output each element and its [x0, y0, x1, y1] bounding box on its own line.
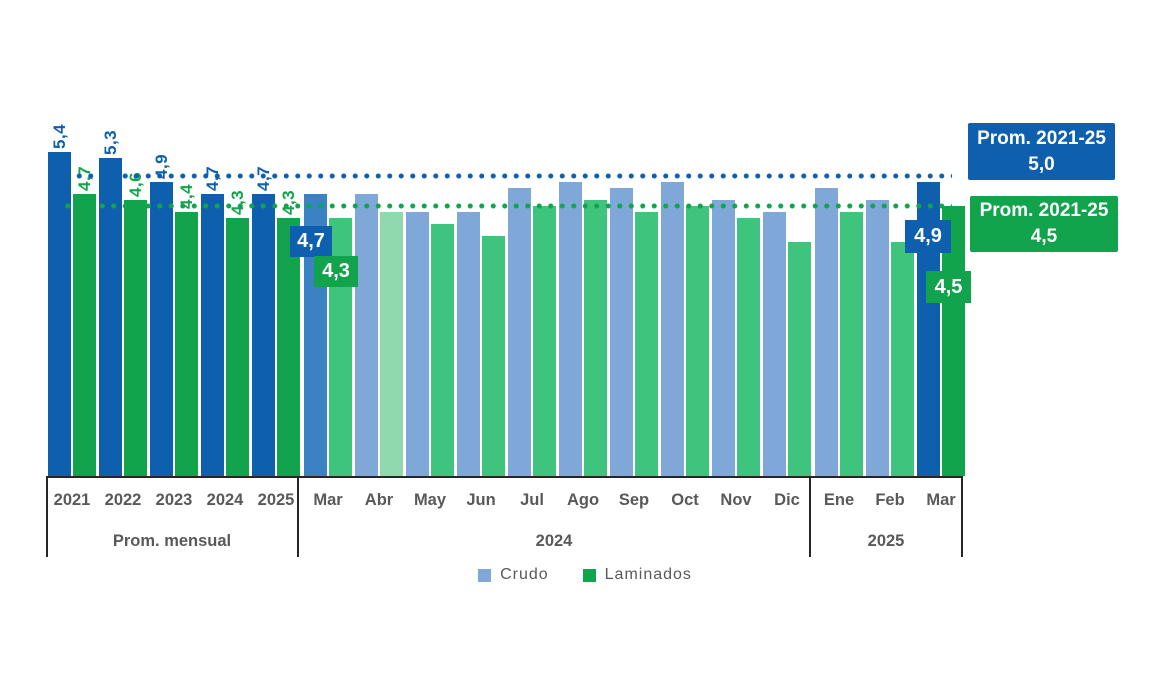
average-box-laminados: Prom. 2021-25 4,5: [970, 196, 1118, 252]
bar-laminados-sep-2024: [635, 212, 658, 476]
legend-label-laminados: Laminados: [604, 566, 692, 583]
bar-laminados-jun-2024: [482, 236, 505, 476]
bar-crudo-abr-2024: [355, 194, 378, 476]
callout-laminados-mar-2024: 4,3: [314, 256, 358, 287]
axis-label-2023-prom-mensual: 2023: [155, 491, 193, 509]
axis-label-nov-2024: Nov: [720, 491, 752, 509]
x-axis-line: [46, 476, 963, 478]
bar-crudo-sep-2024: [610, 188, 633, 476]
axis-label-mar-2025: Mar: [926, 491, 956, 509]
axis-separator: [46, 476, 48, 557]
legend-label-crudo: Crudo: [500, 566, 549, 583]
bar-laminados-ene-2025: [840, 212, 863, 476]
bar-value-label-crudo-2024-prom-mensual: 4,7: [202, 145, 224, 191]
axis-label-2022-prom-mensual: 2022: [104, 491, 142, 509]
bar-crudo-may-2024: [406, 212, 429, 476]
group-label-2025: 2025: [867, 532, 905, 550]
bar-crudo-2024-prom-mensual: [201, 194, 224, 476]
axis-label-ago-2024: Ago: [566, 491, 600, 509]
callout-crudo-mar-2025: 4,9: [905, 220, 951, 253]
bar-crudo-jun-2024: [457, 212, 480, 476]
bar-laminados-dic-2024: [788, 242, 811, 476]
axis-label-2025-prom-mensual: 2025: [257, 491, 295, 509]
axis-separator: [961, 476, 963, 557]
average-box-crudo-value: 5,0: [1028, 153, 1055, 175]
axis-label-may-2024: May: [413, 491, 447, 509]
axis-label-mar-2024: Mar: [313, 491, 343, 509]
bar-crudo-oct-2024: [661, 182, 684, 476]
bar-crudo-ene-2025: [815, 188, 838, 476]
axis-label-ene-2025: Ene: [823, 491, 855, 509]
axis-label-jul-2024: Jul: [520, 491, 544, 509]
bar-crudo-2025-prom-mensual: [252, 194, 275, 476]
bar-crudo-nov-2024: [712, 200, 735, 476]
axis-label-abr-2024: Abr: [364, 491, 394, 509]
bar-laminados-2023-prom-mensual: [175, 212, 198, 476]
average-box-crudo-label: Prom. 2021-25: [977, 127, 1106, 149]
callout-crudo-mar-2024: 4,7: [290, 226, 332, 257]
bar-value-label-crudo-2022-prom-mensual: 5,3: [101, 129, 120, 155]
bar-crudo-2021-prom-mensual: [48, 152, 71, 476]
axis-separator: [297, 476, 299, 557]
axis-separator: [809, 476, 811, 557]
average-box-crudo: Prom. 2021-25 5,0: [968, 123, 1115, 180]
group-label-2024: 2024: [535, 532, 573, 550]
average-box-laminados-value: 4,5: [1030, 226, 1058, 247]
bar-crudo-2022-prom-mensual: [99, 158, 122, 476]
callout-laminados-mar-2025: 4,5: [926, 271, 971, 303]
bar-laminados-2025-prom-mensual: [277, 218, 300, 476]
bar-laminados-jul-2024: [533, 206, 556, 476]
axis-label-jun-2024: Jun: [466, 491, 496, 509]
legend-item-crudo: Crudo: [478, 566, 549, 584]
bar-crudo-jul-2024: [508, 188, 531, 476]
legend-item-laminados: Laminados: [582, 566, 692, 584]
bar-laminados-2021-prom-mensual: [73, 194, 96, 476]
average-box-laminados-label: Prom. 2021-25: [979, 200, 1109, 221]
bar-laminados-2024-prom-mensual: [226, 218, 249, 476]
bar-crudo-feb-2025: [866, 200, 889, 476]
bar-crudo-dic-2024: [763, 212, 786, 476]
bar-value-label-crudo-2025-prom-mensual: 4,7: [253, 145, 275, 191]
laminados-swatch-icon: [582, 568, 596, 582]
bar-laminados-abr-2024: [380, 212, 403, 476]
bar-value-label-crudo-2021-prom-mensual: 5,4: [50, 123, 69, 149]
crudo-average-line: [62, 173, 952, 179]
bar-laminados-2022-prom-mensual: [124, 200, 147, 476]
axis-label-sep-2024: Sep: [618, 491, 650, 509]
crudo-swatch-icon: [478, 568, 492, 582]
axis-label-feb-2025: Feb: [875, 491, 905, 509]
axis-label-2021-prom-mensual: 2021: [53, 491, 91, 509]
bar-laminados-may-2024: [431, 224, 454, 476]
bar-laminados-ago-2024: [584, 200, 607, 476]
bar-laminados-oct-2024: [686, 206, 709, 476]
group-label-prom-mensual: Prom. mensual: [112, 532, 232, 550]
bar-crudo-mar-2025: [917, 182, 940, 476]
bar-crudo-2023-prom-mensual: [150, 182, 173, 476]
bar-value-label-laminados-2021-prom-mensual: 4,7: [74, 145, 96, 191]
axis-label-oct-2024: Oct: [671, 491, 699, 509]
bar-crudo-ago-2024: [559, 182, 582, 476]
laminados-average-line: [62, 203, 952, 209]
axis-label-2024-prom-mensual: 2024: [206, 491, 244, 509]
bar-laminados-feb-2025: [891, 242, 914, 476]
bar-laminados-nov-2024: [737, 218, 760, 476]
axis-label-dic-2024: Dic: [774, 491, 800, 509]
legend: Crudo Laminados: [0, 566, 1170, 584]
